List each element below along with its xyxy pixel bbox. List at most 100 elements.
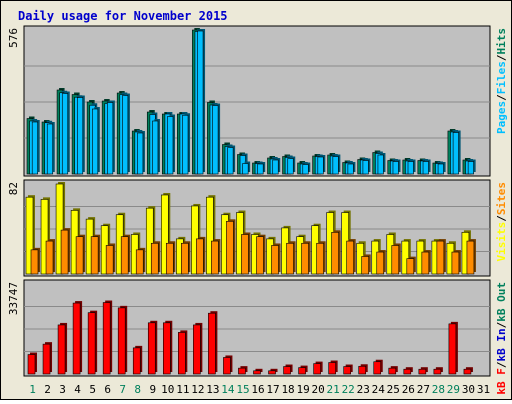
- x-tick-label-day-7: 7: [119, 383, 126, 396]
- bar-sites-day-30: [466, 240, 475, 275]
- bar-kb-f-day-21: [328, 362, 336, 375]
- panel-hits-files-pages: [23, 25, 491, 177]
- bar-sites-day-3: [60, 229, 69, 275]
- bar-sites-day-7: [120, 236, 129, 275]
- x-tick-label-day-18: 18: [281, 383, 294, 396]
- legend-entry-kb-out: kB Out: [495, 282, 508, 322]
- x-tick-label-day-20: 20: [312, 383, 325, 396]
- bar-pages-day-23: [362, 160, 369, 175]
- panel-kb: [23, 279, 491, 377]
- y-max-label-visits-sites: 82: [7, 182, 20, 195]
- legend-entry-kb-f: kB F: [495, 368, 508, 395]
- legend-kb: kB F/kB In/kB Out: [495, 282, 508, 395]
- bar-pages-day-5: [92, 108, 99, 175]
- y-max-label-kb: 33747: [7, 282, 20, 315]
- x-tick-label-day-22: 22: [342, 383, 355, 396]
- bar-kb-f-day-29: [448, 323, 457, 375]
- x-tick-label-day-16: 16: [251, 383, 264, 396]
- bar-pages-day-24: [377, 154, 384, 175]
- bar-pages-day-27: [422, 161, 429, 175]
- legend-entry-hits: Hits: [495, 28, 508, 55]
- legend-entry-kb-in: kB In: [495, 328, 508, 361]
- bar-kb-f-day-8: [132, 347, 141, 375]
- x-tick-label-day-10: 10: [161, 383, 174, 396]
- bar-kb-f-day-15: [238, 367, 246, 375]
- bar-pages-day-8: [137, 132, 144, 175]
- bar-pages-day-1: [31, 121, 39, 175]
- x-tick-label-day-26: 26: [402, 383, 415, 396]
- bar-pages-day-3: [61, 93, 69, 175]
- bar-kb-f-day-27: [418, 368, 427, 375]
- bar-sites-day-21: [331, 231, 339, 275]
- bar-sites-day-1: [30, 249, 39, 275]
- legend-separator: /: [495, 321, 508, 328]
- bar-pages-day-26: [407, 161, 414, 175]
- chart-title: Daily usage for November 2015: [18, 9, 228, 23]
- legend-separator: /: [495, 361, 508, 368]
- bar-sites-day-23: [361, 256, 370, 275]
- bar-kb-f-day-18: [283, 366, 291, 375]
- bar-pages-day-21: [332, 156, 339, 175]
- bar-kb-f-day-11: [178, 332, 186, 375]
- y-max-label-hits-files-pages: 576: [7, 28, 20, 48]
- bar-sites-day-6: [105, 245, 114, 275]
- bar-sites-day-11: [181, 242, 189, 275]
- bar-pages-day-7: [122, 95, 129, 175]
- bar-sites-day-29: [451, 251, 460, 275]
- legend-entry-files: Files: [495, 61, 508, 94]
- bar-sites-day-19: [301, 242, 309, 275]
- bar-kb-f-day-6: [102, 302, 111, 375]
- bar-pages-day-6: [107, 102, 114, 175]
- x-tick-label-day-12: 12: [191, 383, 204, 396]
- x-tick-label-day-4: 4: [74, 383, 81, 396]
- x-tick-label-day-2: 2: [44, 383, 51, 396]
- bar-kb-f-day-16-shadow: [255, 368, 263, 372]
- bar-kb-f-day-5: [87, 312, 96, 375]
- legend-separator: /: [495, 94, 508, 101]
- bar-visits-day-13: [206, 196, 214, 275]
- x-tick-label-day-24: 24: [372, 383, 386, 396]
- bar-kb-f-day-1: [27, 354, 36, 375]
- bar-kb-f-day-17-shadow: [270, 368, 278, 372]
- legend-separator: /: [495, 215, 508, 222]
- legend-entry-visits: Visits: [495, 222, 508, 262]
- bar-kb-f-day-26: [403, 368, 412, 375]
- bar-sites-day-22: [346, 240, 354, 275]
- bar-sites-day-8: [135, 249, 144, 275]
- bar-kb-f-day-4: [72, 302, 81, 375]
- x-tick-label-day-6: 6: [104, 383, 111, 396]
- bar-pages-day-18: [287, 158, 294, 175]
- bar-pages-day-11: [182, 114, 189, 175]
- x-tick-label-day-30: 30: [462, 383, 475, 396]
- bar-kb-f-day-24: [373, 361, 382, 375]
- bar-sites-day-4: [75, 236, 84, 275]
- legend-entry-pages: Pages: [495, 101, 508, 134]
- bar-kb-f-day-28: [433, 368, 442, 375]
- bar-kb-f-day-13: [208, 312, 216, 375]
- bar-sites-day-25: [391, 245, 400, 275]
- x-tick-label-day-21: 21: [327, 383, 340, 396]
- x-tick-label-day-5: 5: [89, 383, 96, 396]
- legend-visits-sites: Visits/Sites: [495, 182, 508, 262]
- bar-sites-day-24: [376, 251, 385, 275]
- bar-pages-day-17: [272, 159, 279, 175]
- bar-kb-f-day-7: [117, 307, 126, 375]
- bar-pages-day-2: [46, 123, 54, 175]
- bar-sites-day-17: [271, 245, 279, 275]
- bar-sites-day-2: [45, 240, 54, 275]
- bar-pages-day-9: [152, 120, 159, 175]
- x-tick-label-day-27: 27: [417, 383, 430, 396]
- x-tick-label-day-1: 1: [29, 383, 36, 396]
- bar-pages-day-30: [467, 161, 474, 175]
- x-tick-label-day-19: 19: [296, 383, 309, 396]
- x-tick-label-day-25: 25: [387, 383, 400, 396]
- bar-sites-day-9: [150, 242, 159, 275]
- bar-pages-day-20: [317, 156, 324, 175]
- bar-kb-f-day-20: [313, 363, 321, 375]
- x-tick-label-day-15: 15: [236, 383, 249, 396]
- x-tick-label-day-9: 9: [149, 383, 156, 396]
- bar-pages-day-28: [437, 163, 444, 175]
- bar-kb-f-day-25: [388, 367, 397, 375]
